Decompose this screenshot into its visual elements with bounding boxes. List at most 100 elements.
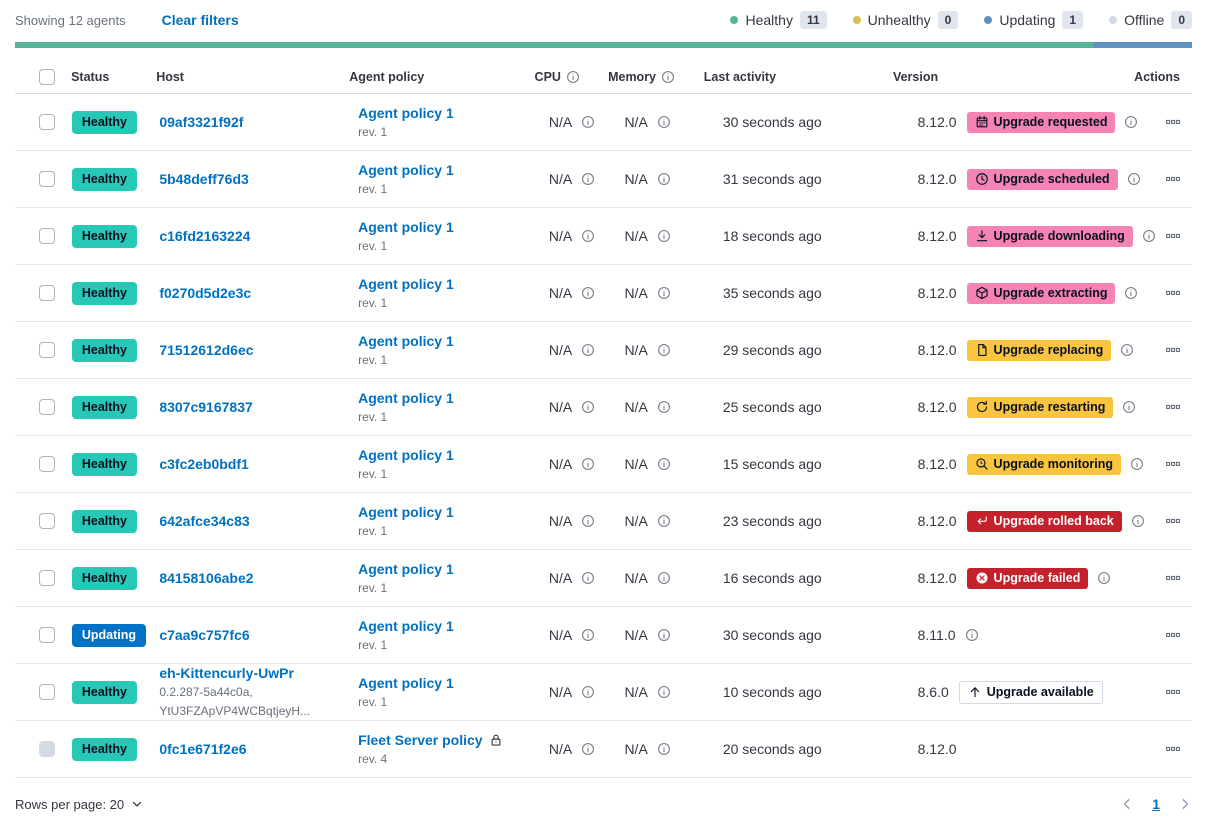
row-actions-button[interactable] xyxy=(1166,172,1180,186)
row-actions-button[interactable] xyxy=(1166,229,1180,243)
row-actions-button[interactable] xyxy=(1166,571,1180,585)
column-header-agent-policy[interactable]: Agent policy xyxy=(349,69,425,84)
host-link[interactable]: c3fc2eb0bdf1 xyxy=(159,456,249,472)
column-header-last-activity[interactable]: Last activity xyxy=(703,69,777,84)
memory-info-icon[interactable] xyxy=(661,70,675,84)
policy-link[interactable]: Agent policy 1 xyxy=(358,617,454,634)
row-actions-button[interactable] xyxy=(1166,400,1180,414)
policy-link[interactable]: Fleet Server policy xyxy=(358,731,483,748)
rows-per-page-selector[interactable]: Rows per page: 20 xyxy=(15,797,144,812)
cpu-value-info-icon[interactable] xyxy=(581,628,595,642)
upgrade-info-icon[interactable] xyxy=(1127,172,1141,186)
row-checkbox[interactable] xyxy=(39,513,55,529)
row-actions-button[interactable] xyxy=(1166,628,1180,642)
upgrade-info-icon[interactable] xyxy=(1130,457,1144,471)
policy-link[interactable]: Agent policy 1 xyxy=(358,503,454,520)
cpu-value-info-icon[interactable] xyxy=(581,172,595,186)
next-page-button[interactable] xyxy=(1178,797,1192,811)
select-all-checkbox[interactable] xyxy=(39,68,55,85)
upgrade-status-badge[interactable]: Upgrade rolled back xyxy=(966,510,1122,532)
memory-value-info-icon[interactable] xyxy=(657,514,671,528)
row-actions-button[interactable] xyxy=(1166,514,1180,528)
row-checkbox[interactable] xyxy=(39,171,55,187)
memory-value-info-icon[interactable] xyxy=(657,172,671,186)
cpu-info-icon[interactable] xyxy=(566,70,580,84)
memory-value-info-icon[interactable] xyxy=(657,571,671,585)
host-link[interactable]: 84158106abe2 xyxy=(159,570,254,586)
upgrade-info-icon[interactable] xyxy=(1120,343,1134,357)
memory-value-info-icon[interactable] xyxy=(657,400,671,414)
cpu-value-info-icon[interactable] xyxy=(581,343,595,357)
upgrade-info-icon[interactable] xyxy=(1142,229,1156,243)
host-link[interactable]: c7aa9c757fc6 xyxy=(159,627,250,643)
upgrade-status-badge[interactable]: Upgrade replacing xyxy=(966,339,1112,361)
cpu-value-info-icon[interactable] xyxy=(581,457,595,471)
host-link[interactable]: f0270d5d2e3c xyxy=(159,285,252,301)
host-link[interactable]: 09af3321f92f xyxy=(159,114,244,130)
upgrade-status-badge[interactable]: Upgrade scheduled xyxy=(966,168,1118,190)
host-link[interactable]: 71512612d6ec xyxy=(159,342,254,358)
host-link[interactable]: c16fd2163224 xyxy=(159,228,251,244)
upgrade-status-badge[interactable]: Upgrade requested xyxy=(966,111,1116,133)
upgrade-status-badge[interactable]: Upgrade monitoring xyxy=(966,453,1121,475)
row-checkbox[interactable] xyxy=(39,627,55,643)
row-checkbox[interactable] xyxy=(39,570,55,586)
upgrade-status-badge[interactable]: Upgrade available xyxy=(958,680,1103,704)
memory-value-info-icon[interactable] xyxy=(657,742,671,756)
cpu-value-info-icon[interactable] xyxy=(581,229,595,243)
policy-link[interactable]: Agent policy 1 xyxy=(358,389,454,406)
cpu-value-info-icon[interactable] xyxy=(581,286,595,300)
memory-value-info-icon[interactable] xyxy=(657,343,671,357)
upgrade-info-icon[interactable] xyxy=(1122,400,1136,414)
policy-link[interactable]: Agent policy 1 xyxy=(358,332,454,349)
host-link[interactable]: 8307c9167837 xyxy=(159,399,253,415)
column-header-memory[interactable]: Memory xyxy=(608,70,704,84)
upgrade-info-icon[interactable] xyxy=(1131,514,1145,528)
row-actions-button[interactable] xyxy=(1166,457,1180,471)
policy-link[interactable]: Agent policy 1 xyxy=(358,275,454,292)
policy-link[interactable]: Agent policy 1 xyxy=(358,161,454,178)
memory-value-info-icon[interactable] xyxy=(657,115,671,129)
row-actions-button[interactable] xyxy=(1166,115,1180,129)
cpu-value-info-icon[interactable] xyxy=(581,685,595,699)
column-header-status[interactable]: Status xyxy=(71,69,110,84)
row-checkbox[interactable] xyxy=(39,114,55,130)
policy-link[interactable]: Agent policy 1 xyxy=(358,674,454,691)
memory-value-info-icon[interactable] xyxy=(657,628,671,642)
row-checkbox[interactable] xyxy=(39,399,55,415)
upgrade-info-icon[interactable] xyxy=(1124,115,1138,129)
memory-value-info-icon[interactable] xyxy=(657,457,671,471)
host-link[interactable]: eh-Kittencurly-UwPr xyxy=(159,665,294,681)
page-number-1[interactable]: 1 xyxy=(1152,796,1160,812)
row-checkbox[interactable] xyxy=(39,684,55,700)
column-header-version[interactable]: Version xyxy=(892,69,939,84)
upgrade-status-badge[interactable]: Upgrade extracting xyxy=(966,282,1116,304)
memory-value-info-icon[interactable] xyxy=(657,286,671,300)
upgrade-status-badge[interactable]: Upgrade failed xyxy=(966,567,1089,589)
memory-value-info-icon[interactable] xyxy=(657,685,671,699)
column-header-cpu[interactable]: CPU xyxy=(535,70,609,84)
cpu-value-info-icon[interactable] xyxy=(581,514,595,528)
row-checkbox[interactable] xyxy=(39,228,55,244)
host-link[interactable]: 5b48deff76d3 xyxy=(159,171,249,187)
previous-page-button[interactable] xyxy=(1120,797,1134,811)
host-link[interactable]: 642afce34c83 xyxy=(159,513,250,529)
row-checkbox[interactable] xyxy=(39,342,55,358)
policy-link[interactable]: Agent policy 1 xyxy=(358,104,454,121)
memory-value-info-icon[interactable] xyxy=(657,229,671,243)
upgrade-status-badge[interactable]: Upgrade restarting xyxy=(966,396,1114,418)
row-actions-button[interactable] xyxy=(1166,685,1180,699)
policy-link[interactable]: Agent policy 1 xyxy=(358,218,454,235)
policy-link[interactable]: Agent policy 1 xyxy=(358,446,454,463)
cpu-value-info-icon[interactable] xyxy=(581,115,595,129)
cpu-value-info-icon[interactable] xyxy=(581,571,595,585)
row-actions-button[interactable] xyxy=(1166,286,1180,300)
upgrade-info-icon[interactable] xyxy=(965,628,979,642)
cpu-value-info-icon[interactable] xyxy=(581,400,595,414)
policy-link[interactable]: Agent policy 1 xyxy=(358,560,454,577)
column-header-host[interactable]: Host xyxy=(156,69,184,84)
cpu-value-info-icon[interactable] xyxy=(581,742,595,756)
upgrade-info-icon[interactable] xyxy=(1124,286,1138,300)
row-actions-button[interactable] xyxy=(1166,343,1180,357)
host-link[interactable]: 0fc1e671f2e6 xyxy=(159,741,247,757)
